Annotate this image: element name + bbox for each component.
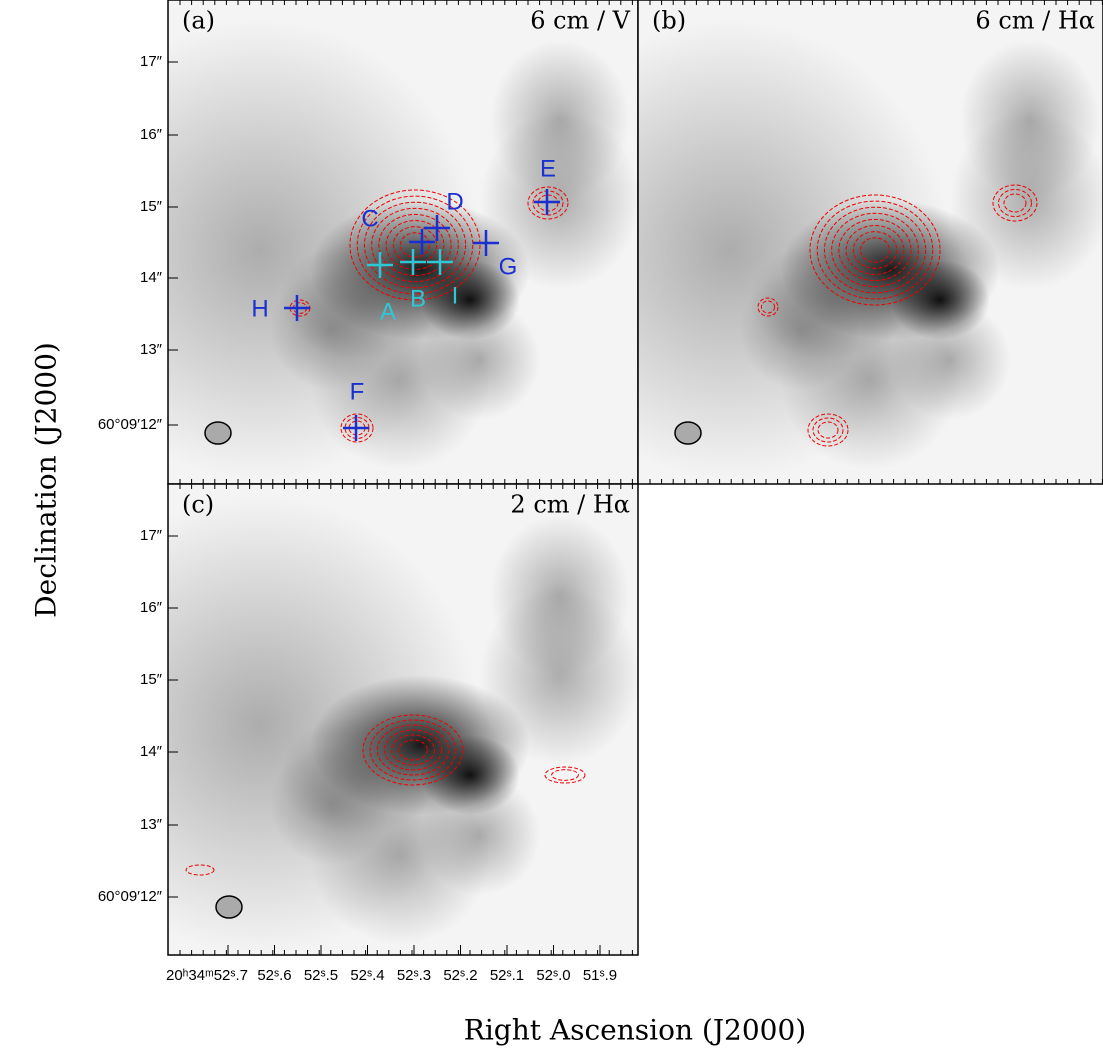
y-tick-label: 17″ [140, 53, 163, 70]
emission [740, 270, 860, 390]
beam [204, 421, 232, 445]
contour [544, 766, 586, 784]
contour [391, 734, 435, 766]
contour [838, 218, 912, 282]
x-tick-label: 52ˢ.5 [304, 967, 338, 984]
y-axis-label: Declination (J2000) [30, 342, 63, 618]
panel-tag: (c) [182, 491, 214, 519]
panel: (b) 6 cm / Hα [637, 0, 1103, 485]
image [168, 495, 638, 955]
x-tick-label: 52ˢ.2 [443, 967, 477, 984]
x-tick-label: 52ˢ.4 [350, 967, 384, 984]
source-label: H [251, 295, 268, 322]
contour [385, 220, 445, 270]
panel-title: 6 cm / V [530, 7, 630, 35]
y-tick-label: 16″ [140, 599, 163, 616]
contour [371, 207, 459, 283]
panel: (c) 2 cm / Hα 17″ 16″ 15″ 14″ 13″ 60°09′12″ [98, 483, 639, 956]
x-tick-label: 51ˢ.9 [583, 967, 617, 984]
contour [816, 200, 934, 300]
y-tick-label: 15″ [140, 198, 163, 215]
contour [398, 739, 428, 761]
contour [757, 297, 779, 317]
contour [852, 231, 898, 269]
contour [807, 413, 849, 447]
x-axis-label: Right Ascension (J2000) [464, 1014, 806, 1047]
x-tick-label: 52ˢ.3 [397, 967, 431, 984]
emission [270, 745, 390, 865]
contour [392, 226, 438, 264]
beam [674, 421, 702, 445]
source-label: D [446, 188, 463, 215]
contour [823, 206, 927, 294]
contour [860, 237, 890, 263]
emission [270, 270, 390, 390]
source-label: G [499, 253, 518, 280]
source-label: B [410, 285, 426, 312]
panel-tag: (b) [652, 7, 686, 35]
emission [490, 40, 630, 200]
contour [383, 729, 443, 771]
y-tick-label: 15″ [140, 671, 163, 688]
source-label: F [350, 378, 365, 405]
contour [817, 421, 839, 439]
emission [420, 775, 540, 895]
contour [376, 724, 450, 776]
contour [363, 201, 467, 289]
contour [812, 417, 844, 443]
y-tick-label: 60°09′12″ [98, 888, 163, 905]
contour [992, 184, 1038, 222]
contour [831, 212, 919, 288]
x-tick-label: 52ˢ.6 [257, 967, 291, 984]
x-tick-label: 20ʰ34ᵐ52ˢ.7 [166, 967, 248, 984]
y-tick-label: 13″ [140, 816, 163, 833]
contour [809, 194, 941, 306]
panel-frame [167, 483, 639, 956]
x-tick-label: 52ˢ.0 [536, 967, 570, 984]
contour [551, 769, 579, 781]
panel: (a) 6 cm / V 17″ 16″ 15″ 14″ 13″ 60°09′12″ [98, 0, 639, 485]
contour [1003, 193, 1027, 213]
contour [349, 189, 481, 301]
panel-title: 2 cm / Hα [510, 491, 630, 519]
y-tick-label: 17″ [140, 527, 163, 544]
source-label: I [452, 282, 459, 309]
emission [890, 300, 1010, 420]
contour [340, 413, 374, 443]
beam [215, 895, 243, 919]
contour [356, 195, 474, 295]
y-tick-label: 13″ [140, 341, 163, 358]
x-tick-label: 52ˢ.1 [490, 967, 524, 984]
emission [490, 515, 630, 675]
panel-tag: (a) [182, 7, 215, 35]
contour [400, 232, 430, 258]
image [638, 20, 1103, 480]
contour [760, 300, 776, 314]
contour [998, 189, 1032, 217]
source-label: E [540, 155, 556, 182]
y-tick-label: 60°09′12″ [98, 416, 163, 433]
panel-title: 6 cm / Hα [975, 7, 1095, 35]
source-label: A [380, 298, 396, 325]
contour [369, 719, 457, 781]
contour [378, 213, 452, 277]
emission [960, 40, 1100, 200]
y-tick-label: 16″ [140, 126, 163, 143]
y-tick-label: 14″ [140, 269, 163, 286]
contour [527, 186, 569, 220]
emission [420, 300, 540, 420]
contour [185, 864, 215, 876]
source-label: C [361, 205, 378, 232]
contour [362, 714, 464, 786]
y-tick-label: 14″ [140, 743, 163, 760]
